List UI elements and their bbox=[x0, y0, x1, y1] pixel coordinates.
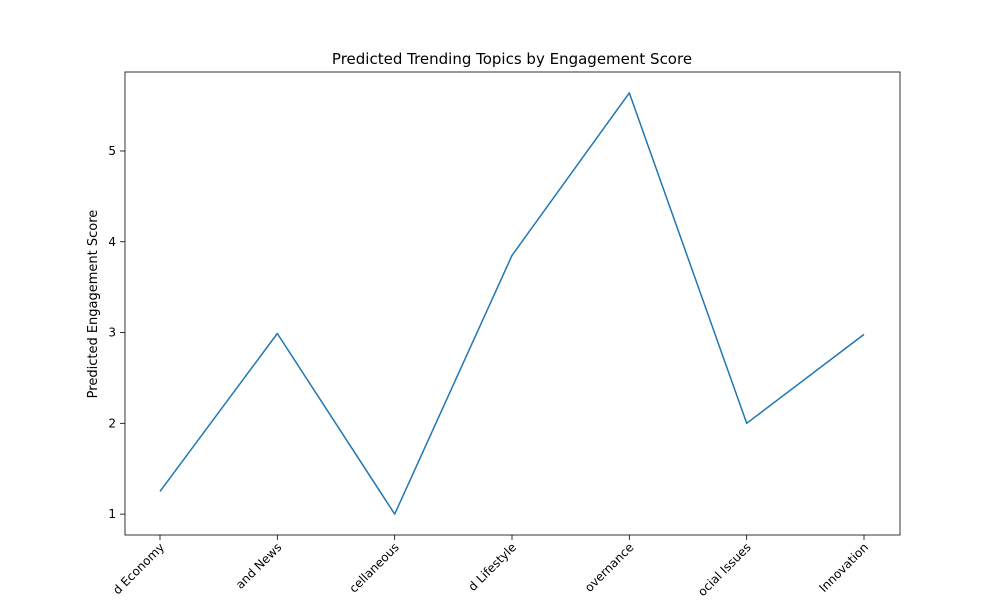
y-tick-label: 2 bbox=[108, 416, 116, 430]
x-tick-label: ocial Issues bbox=[695, 540, 754, 599]
x-axis: d Economy and News cellaneous d Lifestyle ov… bbox=[110, 535, 871, 599]
x-tick-label: cellaneous bbox=[346, 540, 401, 595]
y-axis-label: Predicted Engagement Score bbox=[86, 210, 101, 399]
series-line bbox=[159, 92, 865, 515]
y-tick-label: 5 bbox=[108, 144, 116, 158]
y-tick-label: 3 bbox=[108, 326, 116, 340]
x-tick-label: and News bbox=[233, 540, 284, 591]
x-tick-label: overnance bbox=[582, 540, 637, 595]
x-tick-label: Innovation bbox=[816, 540, 871, 595]
y-axis: 1 2 3 4 5 bbox=[108, 144, 125, 521]
chart-title: Predicted Trending Topics by Engagement … bbox=[332, 50, 692, 68]
x-tick-label: d Lifestyle bbox=[465, 540, 519, 594]
y-tick-label: 4 bbox=[108, 235, 116, 249]
series-group bbox=[159, 92, 865, 515]
plot-area-frame bbox=[124, 71, 901, 536]
x-tick-label: d Economy bbox=[110, 540, 167, 597]
y-tick-label: 1 bbox=[108, 507, 116, 521]
